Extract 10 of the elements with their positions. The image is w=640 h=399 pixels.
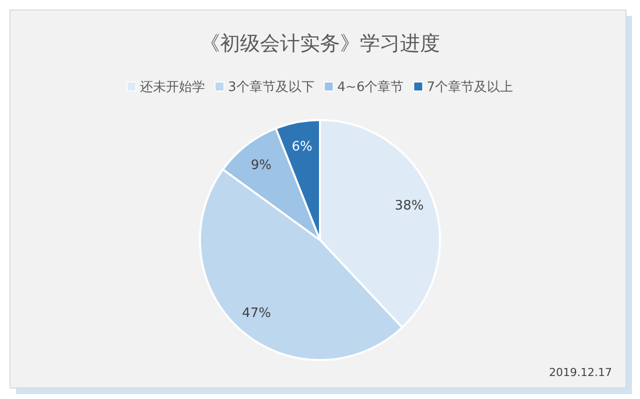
legend-label: 还未开始学: [140, 80, 205, 95]
legend-label: 4~6个章节: [337, 80, 404, 95]
legend-label: 7个章节及以上: [426, 80, 513, 95]
text: 2019.12.17: [549, 366, 612, 379]
chart-title: 《初级会计实务》学习进度: [200, 31, 440, 55]
data-label: 47%: [242, 306, 271, 322]
legend-label: 3个章节及以下: [228, 80, 314, 95]
data-label: 38%: [394, 198, 424, 214]
data-label: 6%: [292, 140, 312, 155]
data-label: 9%: [250, 158, 272, 174]
